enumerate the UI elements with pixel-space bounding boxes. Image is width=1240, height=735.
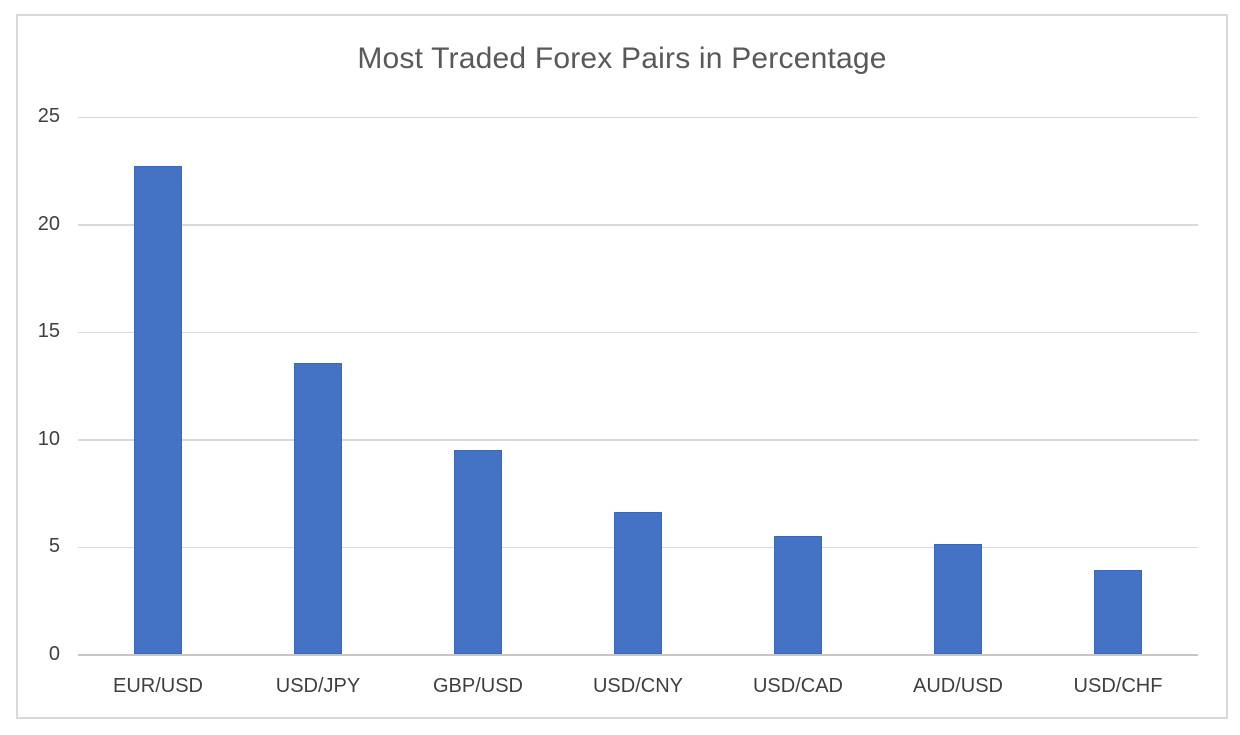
x-axis-line	[78, 653, 1198, 656]
y-axis-tick-label: 25	[37, 105, 60, 127]
chart-title: Most Traded Forex Pairs in Percentage	[357, 42, 887, 75]
y-axis-tick-label: 15	[37, 320, 60, 343]
x-axis-tick-label: GBP/USD	[432, 675, 524, 697]
gridline	[78, 116, 1198, 118]
y-axis-tick-label: 20	[37, 212, 60, 235]
gridline	[78, 439, 1198, 441]
bar-aud-usd	[934, 544, 982, 654]
x-axis-tick-label: USD/JPY	[275, 675, 361, 697]
gridline	[78, 331, 1198, 334]
chart-frame: Most Traded Forex Pairs in Percentage 0 5…	[16, 14, 1228, 719]
y-axis-tick-label: 5	[48, 535, 60, 558]
x-axis-tick-label: USD/CHF	[1073, 675, 1163, 697]
bar-eur-usd	[134, 165, 182, 654]
y-axis-tick-label: 0	[48, 643, 60, 665]
gridline	[78, 224, 1198, 226]
x-axis-tick-label: AUD/USD	[912, 675, 1003, 697]
bar-usd-chf	[1094, 570, 1142, 654]
y-axis-tick-label: 10	[37, 427, 60, 450]
plot-area: 0 5 10 15 20 25 EUR/USD USD/JPY GBP/USD USD/CNY U…	[38, 105, 1198, 697]
x-axis-tick-label: USD/CNY	[592, 675, 683, 697]
bar-usd-jpy	[294, 363, 342, 654]
bar-usd-cad	[774, 535, 822, 654]
bar-gbp-usd	[454, 449, 502, 654]
x-axis-tick-label: USD/CAD	[752, 675, 843, 697]
bar-usd-cny	[614, 511, 662, 654]
x-axis-tick-label: EUR/USD	[112, 675, 203, 697]
